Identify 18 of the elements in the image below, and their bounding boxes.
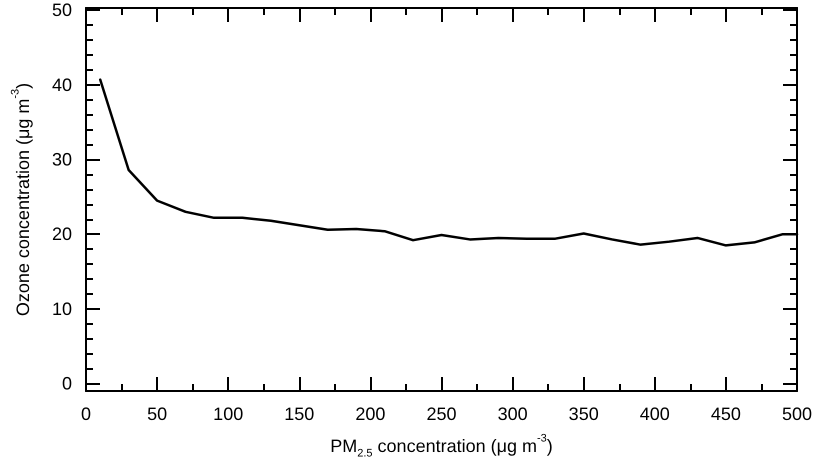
y-tick-label: 10 [52,298,72,319]
x-tick-label: 400 [640,404,670,424]
x-tick-label: 100 [213,404,244,424]
y-tick-label: 40 [52,74,72,95]
x-tick-label: 0 [80,404,92,424]
x-tick-label: 50 [147,404,168,424]
y-tick-label: 0 [62,374,72,394]
y-tick-label: 50 [52,0,72,20]
x-tick-label: 300 [498,404,528,424]
x-tick-label: 450 [710,404,741,424]
x-tick-label: 200 [355,404,386,424]
x-tick-label: 350 [568,404,599,424]
y-tick-label: 20 [52,224,72,244]
y-axis-title: Ozone concentration (μg m-3) [10,82,33,316]
x-tick-label: 500 [782,404,812,424]
y-tick-label: 30 [52,150,72,170]
x-tick-label: 150 [284,404,314,424]
x-tick-label: 250 [426,404,457,424]
